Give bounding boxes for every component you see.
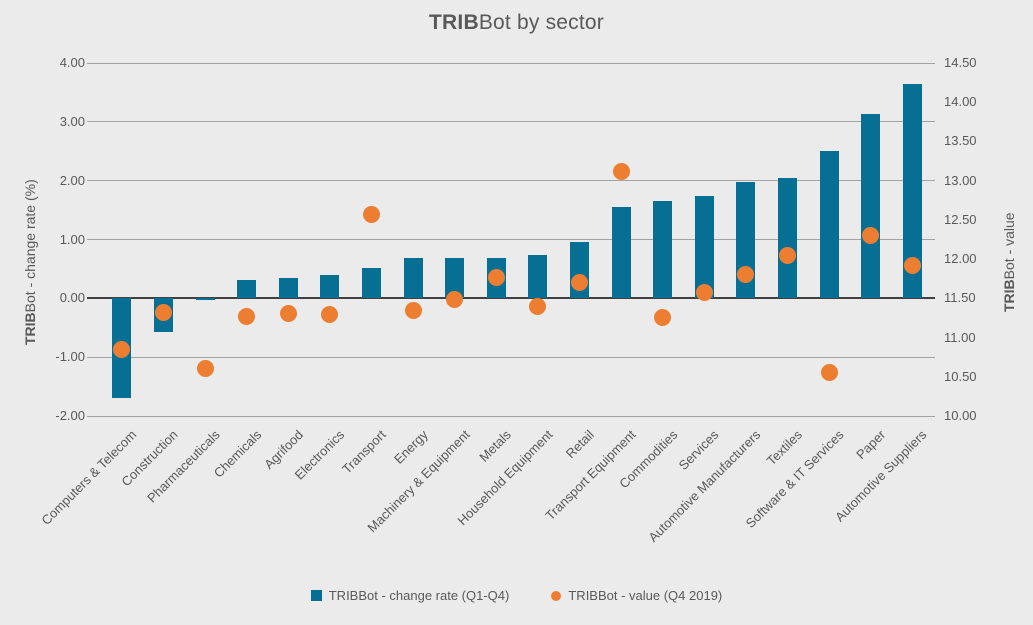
left-axis-tick-label: 1.00 (59, 231, 85, 247)
legend-item-change-rate: TRIBBot - change rate (Q1-Q4) (310, 588, 510, 603)
dot-agrifood (279, 304, 297, 322)
dot-automotive-manufacturers (737, 265, 755, 283)
category-label-transport: Transport (339, 427, 390, 477)
right-axis-tick-label: 12.00 (944, 251, 977, 267)
dot-transport-equipment (612, 162, 630, 180)
bar-automotive-suppliers (902, 84, 922, 299)
right-axis-tick-label: 10.50 (944, 368, 977, 384)
dot-services (695, 283, 713, 301)
right-axis-tick-label: 13.50 (944, 133, 977, 149)
legend-label-change-rate: TRIBBot - change rate (Q1-Q4) (328, 588, 510, 603)
right-axis-tick-label: 14.00 (944, 94, 977, 110)
dot-commodities (654, 308, 672, 326)
right-axis-tick-label: 14.50 (944, 55, 977, 70)
bar-textiles (777, 177, 797, 299)
legend-item-value: TRIBBot - value (Q4 2019) (551, 588, 722, 603)
dot-computers-telecom (113, 340, 131, 358)
left-axis-tick-label: 4.00 (59, 55, 85, 70)
gridline (87, 62, 935, 64)
bar-electronics (320, 274, 340, 299)
dot-chemicals (238, 307, 256, 325)
gridline (87, 180, 935, 182)
category-label-textiles: Textiles (763, 427, 806, 469)
gridline (87, 415, 935, 417)
left-axis-tick-label: -1.00 (55, 349, 85, 365)
dot-electronics (321, 306, 339, 324)
bar-chemicals (237, 280, 257, 299)
category-label-energy: Energy (390, 427, 431, 467)
bar-software-it-services (819, 151, 839, 299)
chart-title: TRIBBot by sector (0, 11, 1033, 35)
left-axis-tick-label: 0.00 (59, 290, 85, 306)
right-axis-tick-label: 13.00 (944, 172, 977, 188)
dot-automotive-suppliers (903, 256, 921, 274)
dot-pharmaceuticals (196, 360, 214, 378)
category-label-metals: Metals (476, 427, 514, 465)
bar-machinery-equipment (445, 258, 465, 299)
dot-machinery-equipment (446, 291, 464, 309)
dot-retail (570, 274, 588, 292)
right-axis-title: TRIBBot - value (1001, 212, 1017, 312)
bar-energy (403, 258, 423, 299)
gridline (87, 356, 935, 358)
left-axis-tick-label: 3.00 (59, 113, 85, 129)
right-axis-tick-label: 11.00 (944, 329, 976, 345)
legend: TRIBBot - change rate (Q1-Q4) TRIBBot - … (0, 588, 1033, 603)
right-axis-tick-label: 10.00 (944, 408, 977, 423)
right-axis-title-rest: Bot - value (1001, 212, 1017, 280)
right-axis-title-bold: TRIB (1001, 279, 1017, 312)
dot-software-it-services (820, 363, 838, 381)
bar-transport (361, 267, 381, 299)
dot-metals (487, 268, 505, 286)
zero-gridline (87, 297, 935, 300)
bar-commodities (653, 201, 673, 299)
bar-services (694, 195, 714, 299)
dot-household-equipment (529, 298, 547, 316)
category-label-retail: Retail (562, 427, 598, 462)
bar-agrifood (278, 277, 298, 299)
bar-paper (861, 114, 881, 299)
left-axis-tick-label: -2.00 (55, 408, 85, 423)
category-label-pharmaceuticals: Pharmaceuticals (144, 427, 223, 506)
category-label-paper: Paper (853, 427, 889, 463)
right-axis-tick-label: 12.50 (944, 211, 977, 227)
chart-title-rest: Bot by sector (478, 11, 604, 34)
left-axis-title-bold: TRIB (22, 312, 38, 345)
dot-paper (862, 227, 880, 245)
bar-pharmaceuticals (195, 298, 215, 301)
gridline (87, 239, 935, 240)
gridline (87, 121, 935, 123)
left-axis-tick-label: 2.00 (59, 172, 85, 188)
chart-title-bold: TRIB (429, 11, 479, 34)
dot-textiles (778, 247, 796, 265)
left-axis-title-rest: Bot - change rate (%) (22, 179, 38, 313)
dot-construction (154, 303, 172, 321)
dot-transport (362, 205, 380, 223)
bar-household-equipment (528, 254, 548, 299)
dot-series-swatch-icon (551, 590, 562, 601)
bar-transport-equipment (611, 206, 631, 299)
left-axis-title: TRIBBot - change rate (%) (22, 179, 38, 345)
right-axis-tick-label: 11.50 (944, 290, 976, 306)
dot-energy (404, 301, 422, 319)
bar-series-swatch-icon (310, 590, 322, 601)
plot-area (87, 62, 935, 417)
legend-label-value: TRIBBot - value (Q4 2019) (568, 588, 723, 603)
